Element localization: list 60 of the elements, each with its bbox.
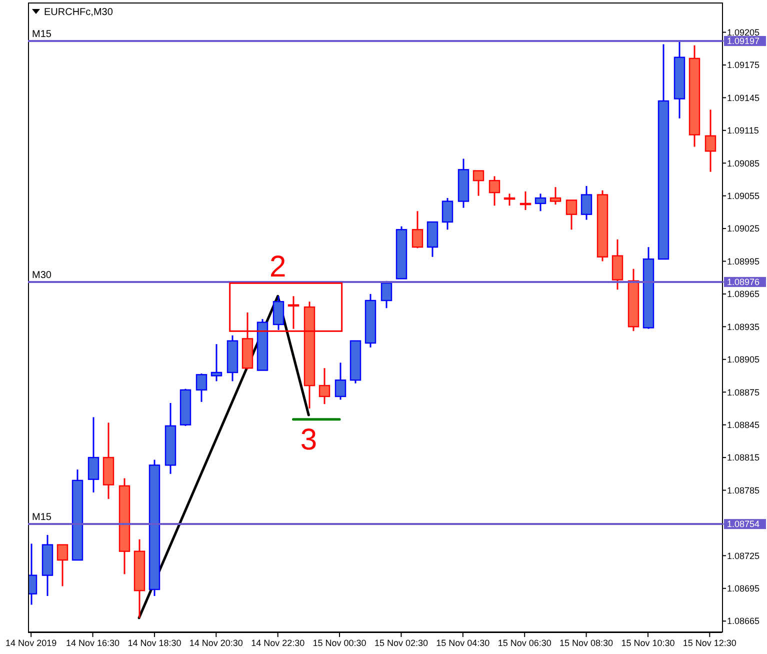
y-tick-label: 1.08665	[727, 616, 760, 626]
x-tick-label: 14 Nov 16:30	[66, 638, 120, 648]
candlestick	[196, 372, 208, 403]
candlestick	[488, 175, 500, 206]
candlestick	[334, 362, 346, 400]
y-tick-label: 1.08785	[727, 485, 760, 496]
y-tick-label: 1.09025	[727, 224, 760, 234]
candlestick	[504, 192, 516, 206]
candlestick	[520, 190, 532, 211]
y-tick-label: 1.08935	[727, 322, 760, 332]
candlestick	[534, 192, 546, 212]
x-tick-label: 15 Nov 08:30	[560, 638, 614, 648]
y-tick-label: 1.08875	[727, 387, 760, 398]
y-tick-label: 1.09055	[727, 190, 760, 201]
y-tick-label: 1.09115	[727, 126, 759, 136]
x-tick-label: 14 Nov 18:30	[128, 638, 182, 648]
x-tick-label: 14 Nov 20:30	[189, 638, 243, 648]
y-tick-label: 1.09205	[727, 27, 760, 38]
x-tick-label: 15 Nov 02:30	[374, 638, 428, 648]
candlestick	[472, 170, 484, 197]
y-tick-label: 1.08695	[727, 584, 760, 594]
candlestick	[566, 199, 578, 230]
y-tick-label: 1.08815	[727, 452, 760, 463]
candlestick	[442, 197, 454, 230]
y-tick-label: 1.09175	[727, 60, 760, 70]
candlestick	[580, 185, 592, 221]
y-tick-label: 1.09085	[727, 158, 760, 168]
candlestick	[380, 280, 392, 309]
x-tick-label: 15 Nov 12:30	[682, 638, 736, 648]
y-tick-label: 1.08965	[727, 289, 760, 300]
y-tick-label: 1.08754	[727, 519, 760, 530]
candlestick	[612, 238, 624, 290]
ref-line-label: M15	[32, 512, 52, 524]
candlestick	[550, 186, 562, 206]
ref-line-label: M15	[32, 28, 52, 40]
candlestick	[412, 210, 424, 249]
y-tick-label: 1.08725	[727, 550, 760, 561]
annotation: 3	[300, 424, 318, 457]
y-tick-label: 1.09197	[727, 36, 760, 46]
candlestick	[272, 295, 284, 331]
x-tick-label: 15 Nov 10:30	[621, 638, 675, 648]
x-tick-label: 15 Nov 00:30	[312, 638, 366, 648]
candlestick	[88, 416, 100, 494]
annotation: 2	[269, 250, 286, 284]
chart-title: EURCHFc,M30	[44, 7, 114, 18]
y-tick-label: 1.09145	[727, 92, 760, 103]
x-tick-label: 14 Nov 22:30	[251, 638, 305, 648]
candlestick	[56, 544, 68, 587]
x-tick-label: 14 Nov 2019	[6, 638, 57, 648]
y-tick-label: 1.08905	[727, 354, 760, 365]
candlestick	[210, 343, 222, 382]
candlestick	[704, 108, 716, 173]
y-tick-label: 1.08976	[727, 277, 760, 288]
y-tick-label: 1.08995	[727, 256, 760, 266]
candlestick	[318, 367, 330, 405]
ref-line-label: M30	[32, 270, 52, 281]
y-tick-label: 1.08845	[727, 420, 760, 430]
x-tick-label: 15 Nov 06:30	[498, 638, 552, 648]
candlestick	[288, 295, 300, 330]
x-tick-label: 15 Nov 04:30	[436, 638, 490, 648]
